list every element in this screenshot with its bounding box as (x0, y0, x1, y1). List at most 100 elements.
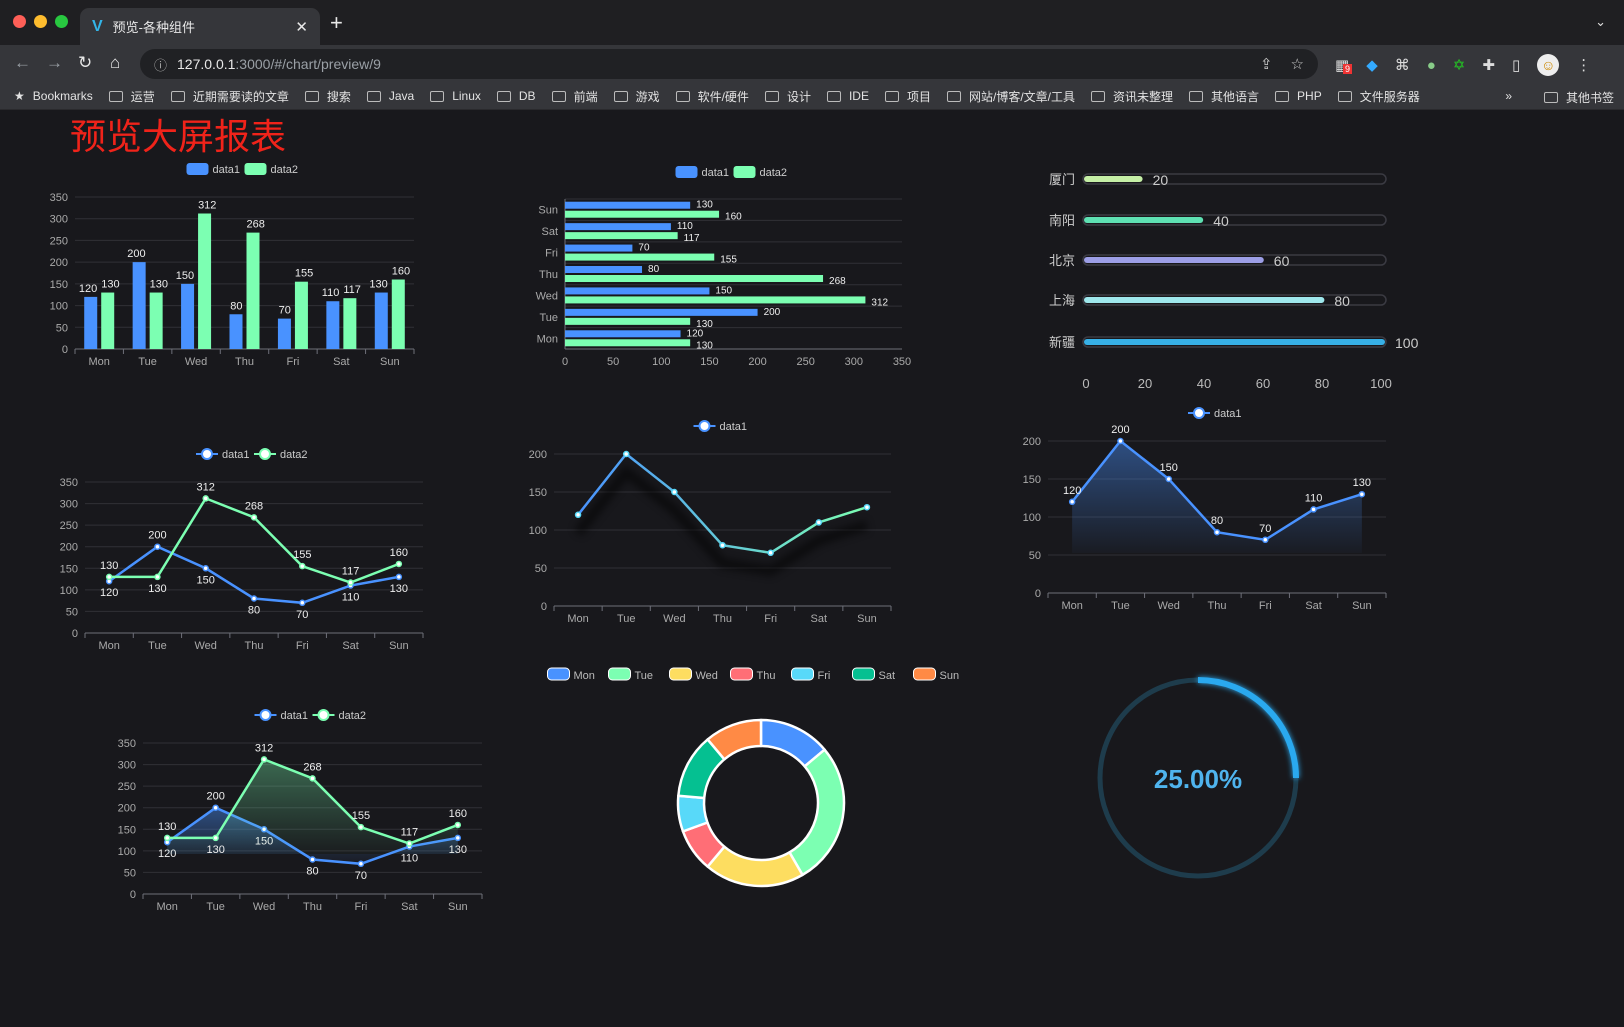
circle-extension-icon[interactable]: ● (1426, 56, 1436, 74)
x-tick-label: 60 (1256, 376, 1270, 391)
data-label: 130 (696, 340, 713, 351)
reload-icon[interactable]: ↻ (78, 53, 93, 72)
maximize-window-button[interactable] (55, 15, 68, 28)
bookmark-item[interactable]: 其他语言 (1189, 88, 1259, 105)
y-tick-label: 100 (118, 846, 136, 858)
data-point (767, 549, 774, 557)
bookmark-item[interactable]: 软件/硬件 (675, 88, 749, 105)
bookmark-item[interactable]: 前端 (551, 88, 598, 105)
bookmark-item[interactable]: Java (366, 89, 414, 103)
data-point (1117, 437, 1124, 445)
bookmark-item[interactable]: 搜索 (304, 88, 351, 105)
back-icon[interactable]: ← (14, 53, 31, 72)
legend-marker (186, 163, 209, 175)
x-tick-label: Thu (235, 356, 254, 368)
bookmark-item[interactable]: IDE (826, 89, 869, 103)
star-extension-icon[interactable]: ✡ (1452, 57, 1466, 74)
home-icon[interactable]: ⌂ (110, 53, 121, 72)
command-extension-icon[interactable]: ⌘ (1394, 57, 1410, 74)
bookmark-item[interactable]: PHP (1275, 89, 1322, 103)
sidepanel-icon[interactable]: ▯ (1511, 57, 1521, 74)
forward-icon[interactable]: → (46, 53, 63, 72)
y-tick-label: 100 (60, 585, 78, 597)
legend-marker (669, 667, 692, 681)
x-tick-label: 350 (893, 356, 911, 368)
value-label: 60 (1274, 253, 1290, 269)
bar-data1 (84, 296, 98, 349)
legend-marker (547, 667, 570, 681)
bookmark-item[interactable]: 网站/博客/文章/工具 (946, 88, 1075, 105)
data-label: 117 (342, 566, 360, 578)
extension-icon[interactable]: ▦9 (1335, 56, 1353, 74)
bookmark-label: 项目 (906, 89, 931, 104)
x-tick-label: Wed (253, 901, 275, 913)
other-bookmarks[interactable]: 其他书签 (1543, 89, 1614, 106)
bar-data2 (246, 232, 260, 349)
bookmark-item[interactable]: DB (496, 89, 536, 103)
star-icon[interactable]: ☆ (1290, 56, 1304, 73)
line-shadow (574, 464, 869, 577)
avatar[interactable]: ☺ (1537, 54, 1560, 76)
progress-track (1082, 294, 1387, 306)
folder-icon (496, 90, 511, 102)
folder-icon (675, 90, 690, 102)
data-label: 155 (295, 268, 313, 280)
bookmark-item[interactable]: ★ Bookmarks (14, 89, 93, 103)
bookmark-item[interactable]: Linux (430, 89, 481, 103)
folder-icon (764, 90, 779, 102)
y-tick-label: Thu (539, 269, 558, 281)
legend-label: data1 (213, 164, 241, 176)
x-tick-label: Sat (1305, 600, 1322, 612)
data-label: 130 (206, 844, 224, 856)
legend-label: Mon (574, 670, 595, 682)
menu-icon[interactable]: ⋮ (1576, 57, 1592, 74)
data-label: 80 (1211, 515, 1223, 527)
progress-track (1082, 173, 1387, 185)
data-label: 160 (449, 808, 467, 820)
bookmarks-more-button[interactable]: » (1505, 89, 1512, 103)
value-label: 80 (1334, 293, 1350, 309)
bookmark-item[interactable]: 文件服务器 (1337, 88, 1420, 105)
x-tick-label: Thu (1208, 600, 1227, 612)
data-label: 130 (100, 560, 118, 572)
folder-icon (551, 90, 566, 102)
y-tick-label: Wed (536, 290, 558, 302)
bar-data2 (101, 292, 115, 349)
close-tab-icon[interactable]: ✕ (295, 18, 308, 36)
x-tick-label: 100 (1370, 376, 1392, 391)
address-bar[interactable]: ⓘ 127.0.0.1 :3000/#/chart/preview/9 ⇪ ☆ (140, 49, 1318, 79)
data-label: 110 (401, 853, 419, 865)
data-point (309, 856, 316, 863)
tab-search-chevron-icon[interactable]: ⌄ (1595, 14, 1606, 29)
data-label: 155 (293, 549, 311, 561)
gem-extension-icon[interactable]: ◆ (1366, 57, 1378, 74)
y-tick-label: 50 (124, 867, 136, 879)
puzzle-icon[interactable]: ✚ (1482, 57, 1495, 74)
bookmark-item[interactable]: 项目 (884, 88, 931, 105)
data-point (1213, 528, 1221, 536)
bookmark-item[interactable]: 运营 (108, 88, 155, 105)
new-tab-icon[interactable]: + (330, 10, 343, 35)
data-label: 110 (322, 287, 340, 299)
y-tick-label: 50 (56, 322, 68, 334)
category-label: 厦门 (1049, 172, 1075, 187)
legend-label: Sun (940, 670, 960, 682)
x-tick-label: Fri (1259, 600, 1272, 612)
x-tick-label: Mon (98, 640, 119, 652)
bookmark-label: 软件/硬件 (697, 89, 749, 104)
info-icon[interactable]: ⓘ (154, 57, 168, 73)
minimize-window-button[interactable] (34, 15, 47, 28)
bookmark-item[interactable]: 游戏 (613, 88, 660, 105)
gauge-progress-arc (1197, 677, 1299, 779)
bookmark-item[interactable]: 资讯未整理 (1091, 88, 1173, 105)
data-point (299, 562, 306, 570)
progress-fill (1084, 217, 1204, 223)
close-window-button[interactable] (13, 15, 26, 28)
bookmark-label: 游戏 (635, 89, 660, 104)
browser-tab[interactable]: V 预览-各种组件 ✕ (80, 8, 320, 45)
bookmark-item[interactable]: 设计 (764, 88, 811, 105)
data-point (309, 775, 316, 782)
share-icon[interactable]: ⇪ (1259, 56, 1273, 73)
bookmark-item[interactable]: 近期需要读的文章 (170, 88, 289, 105)
legend-marker (791, 667, 814, 681)
